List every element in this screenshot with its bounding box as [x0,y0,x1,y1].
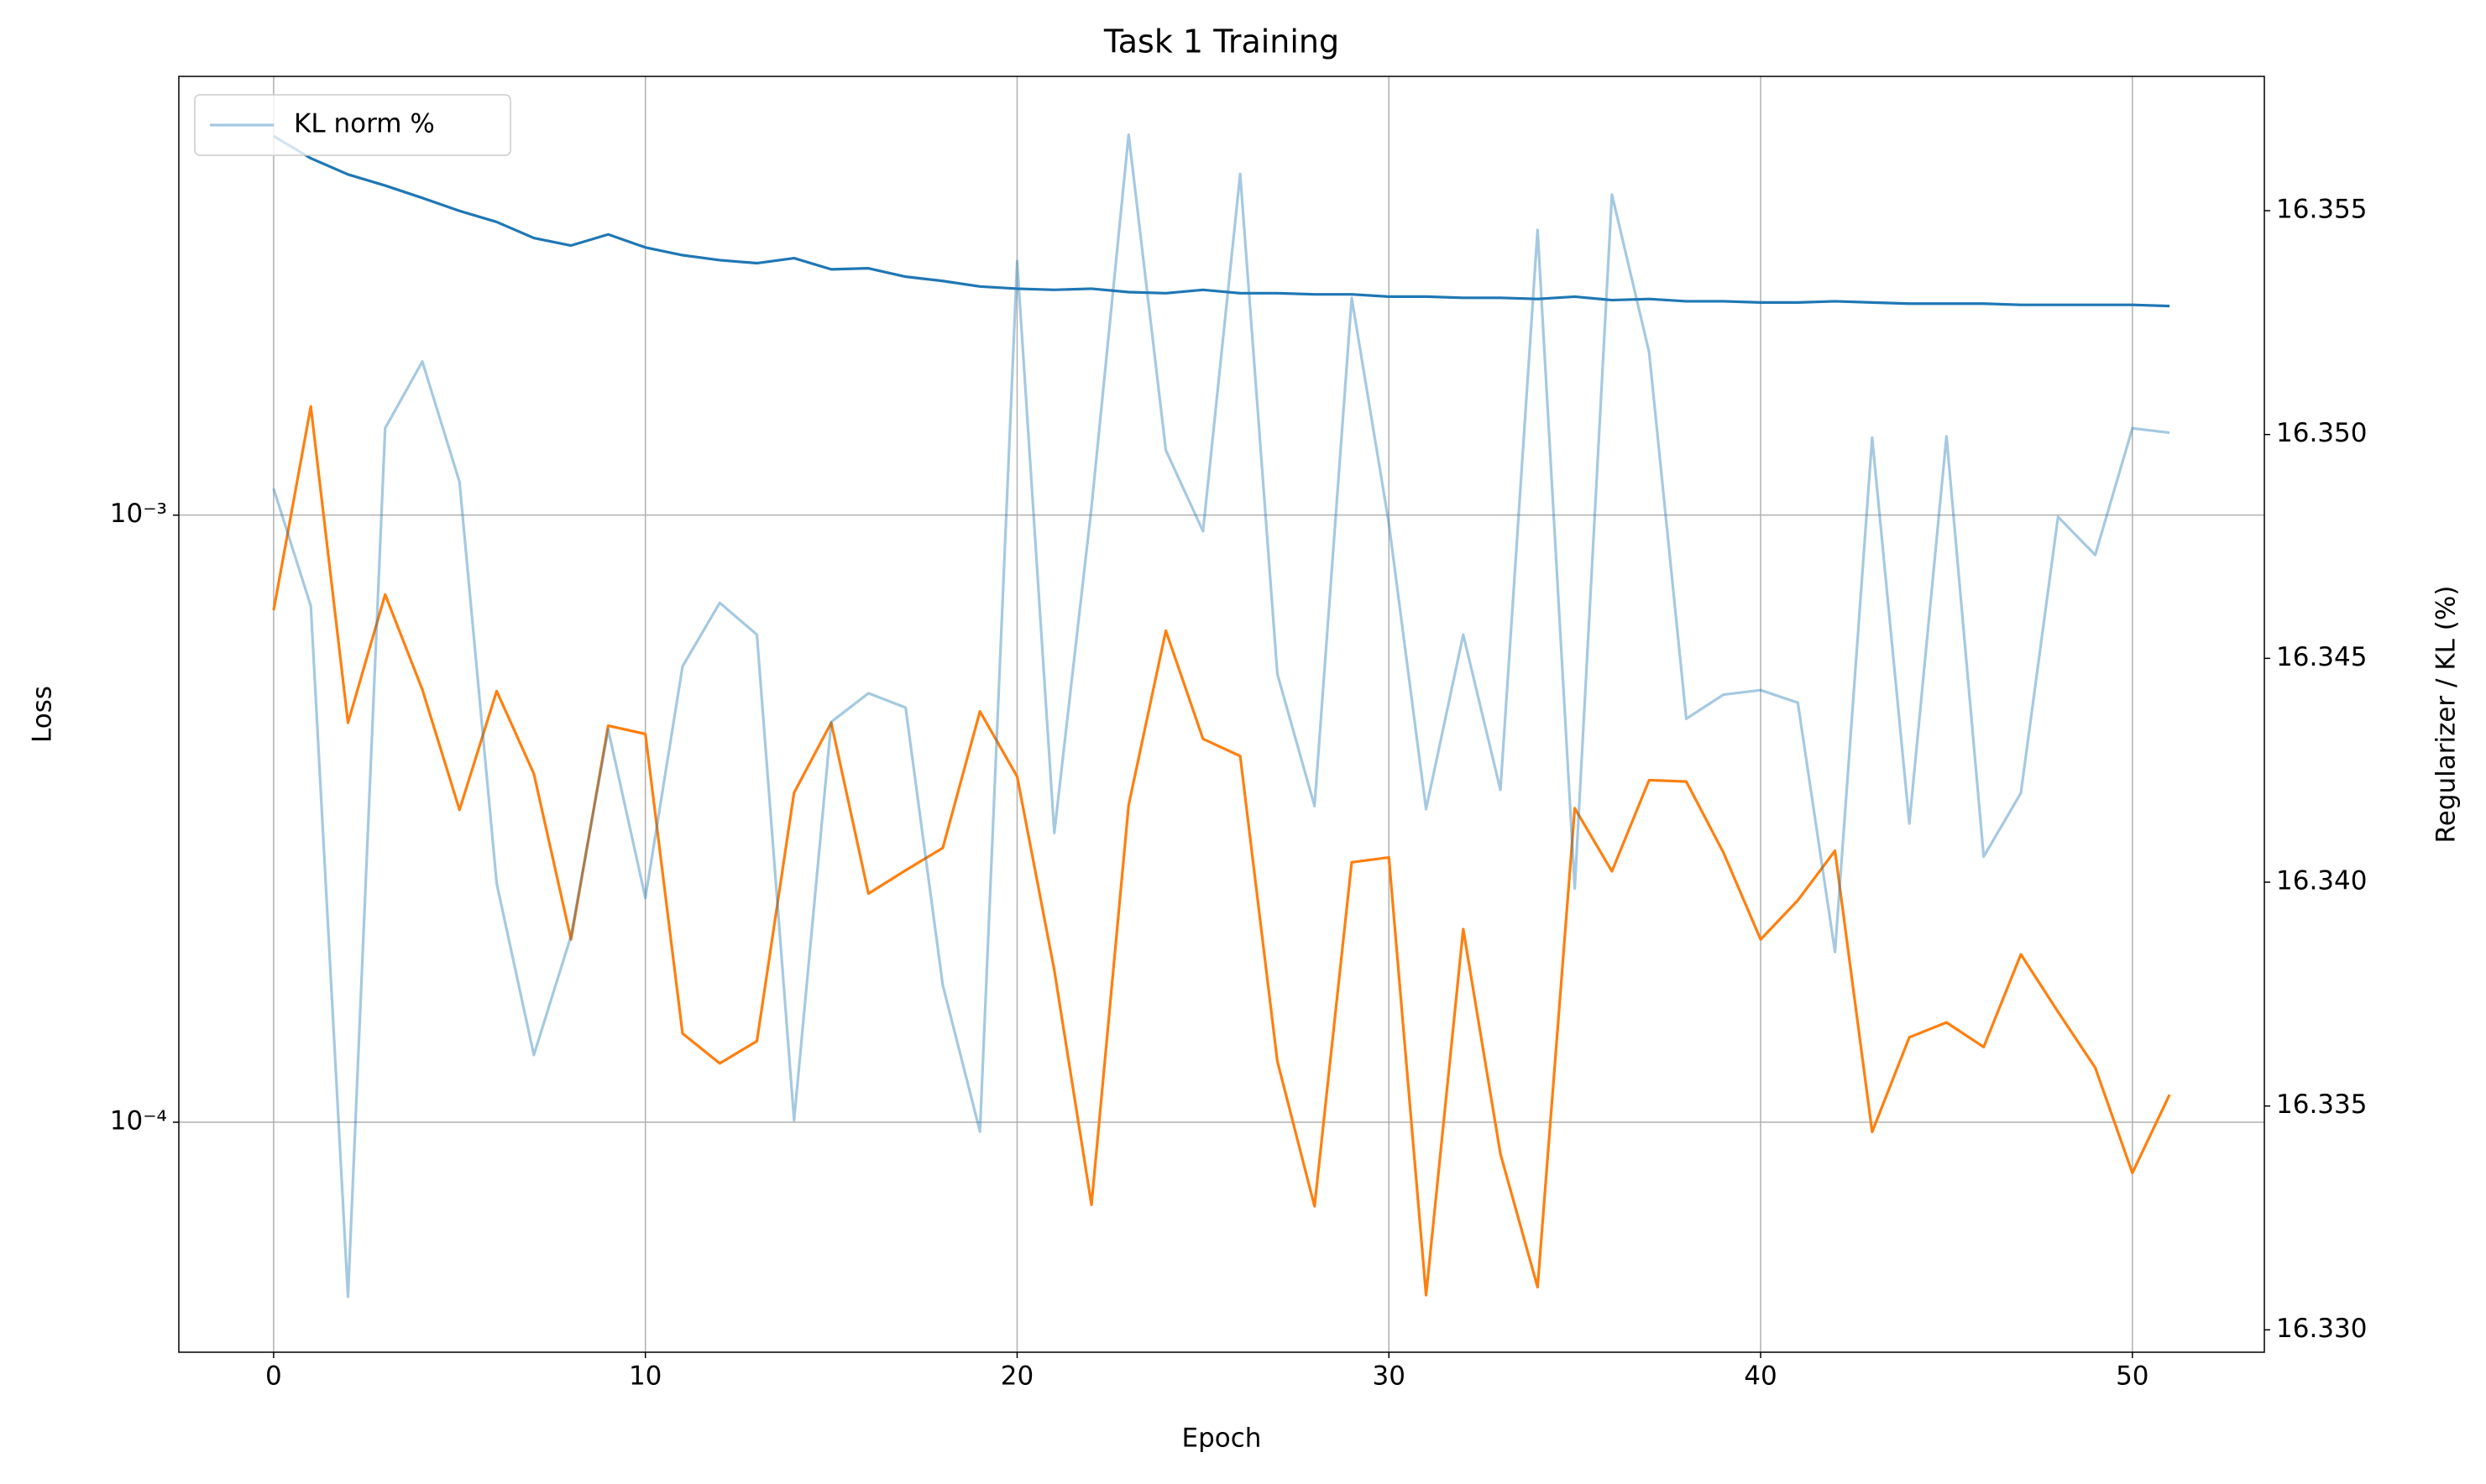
axes: 0 10 20 30 40 50 10⁻⁴ 10⁻³ 16.330 16.335 16.340 16.… [110,76,2367,1392]
x-axis-label: Epoch [1182,1424,1262,1454]
series-line [272,133,2170,1298]
y2-tick-label: 16.335 [2276,1089,2367,1120]
legend: KL norm % [194,94,511,156]
legend-label: KL norm % [294,109,435,139]
x-tick-label: 30 [1373,1361,1405,1392]
y2-tick-label: 16.340 [2276,866,2367,896]
series-line [273,134,2170,308]
x-tick-label: 40 [1744,1361,1777,1392]
y-tick-label: 10⁻⁴ [110,1105,167,1136]
y2-tick-label: 16.345 [2276,642,2367,672]
y2-tick-label: 16.350 [2276,418,2367,448]
plot-frame [178,76,2265,1353]
y-tick-label: 10⁻³ [110,499,167,529]
x-tick-label: 50 [2116,1361,2148,1392]
y2-tick-label: 16.330 [2276,1314,2367,1344]
plot-lines [272,133,2171,1298]
x-tick-label: 10 [629,1361,662,1392]
y2-axis-label: Regularizer / KL (%) [2431,586,2462,844]
y2-tick-label: 16.355 [2276,195,2367,225]
series-line [272,405,2171,1297]
x-tick-label: 0 [265,1361,282,1392]
x-tick-label: 20 [1001,1361,1034,1392]
chart-title: Task 1 Training [1103,24,1339,60]
y-axis-label: Loss [28,686,58,743]
grid [179,76,2264,1352]
legend-box [194,94,511,156]
